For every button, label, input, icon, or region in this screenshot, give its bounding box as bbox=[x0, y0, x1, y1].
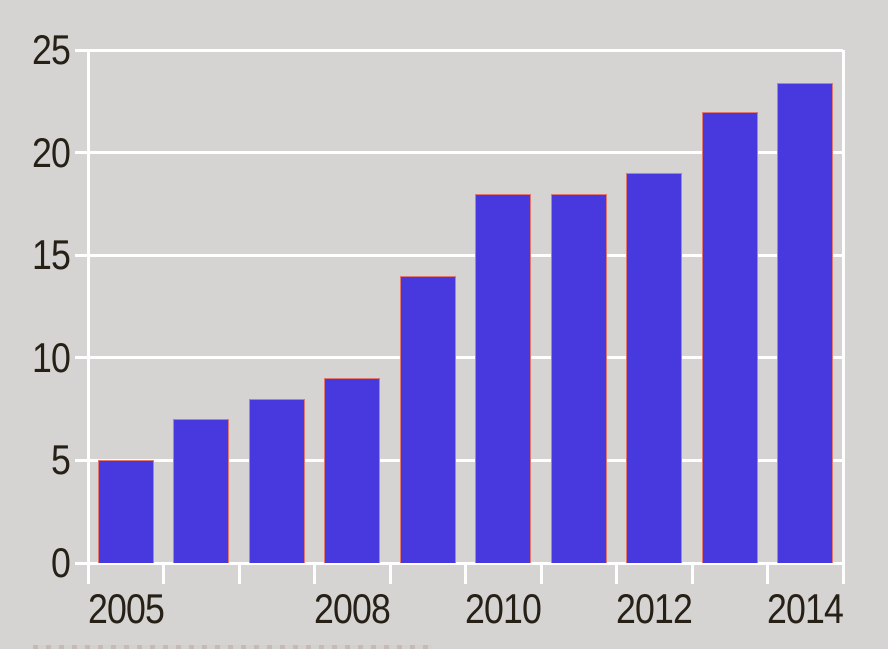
bar bbox=[550, 193, 607, 563]
x-tick-label: 2005 bbox=[87, 585, 165, 632]
bar bbox=[97, 460, 154, 563]
bar bbox=[701, 111, 758, 563]
bar bbox=[248, 398, 305, 563]
bar bbox=[324, 378, 381, 563]
y-tick-label: 20 bbox=[31, 128, 71, 176]
y-gridline bbox=[75, 151, 843, 155]
x-tick-label: 2014 bbox=[767, 585, 844, 632]
y-tick-label: 15 bbox=[31, 231, 71, 279]
y-tick-label: 0 bbox=[50, 539, 71, 586]
right-spine bbox=[841, 50, 845, 563]
y-gridline bbox=[75, 48, 843, 52]
x-tick-mark bbox=[615, 563, 618, 584]
bar bbox=[626, 173, 683, 563]
x-tick-label: 2008 bbox=[314, 585, 391, 632]
bar bbox=[777, 82, 834, 563]
y-axis-spine bbox=[86, 50, 90, 584]
bar bbox=[173, 419, 230, 563]
x-axis-spine bbox=[75, 561, 843, 565]
bar bbox=[399, 275, 456, 563]
x-tick-mark bbox=[539, 563, 543, 584]
y-gridline bbox=[75, 253, 843, 257]
y-tick-label: 10 bbox=[31, 333, 71, 381]
x-tick-mark bbox=[162, 563, 165, 584]
x-tick-mark bbox=[464, 563, 467, 584]
x-tick-mark bbox=[841, 563, 845, 584]
bar bbox=[475, 193, 532, 563]
x-tick-label: 2012 bbox=[616, 585, 693, 632]
y-gridline bbox=[75, 458, 843, 462]
x-tick-mark bbox=[86, 563, 90, 584]
caption-remnant bbox=[33, 645, 433, 649]
y-tick-label: 25 bbox=[31, 26, 71, 73]
x-tick-mark bbox=[690, 563, 694, 584]
x-tick-mark bbox=[388, 563, 392, 584]
x-tick-mark bbox=[766, 563, 769, 584]
y-tick-label: 5 bbox=[50, 436, 71, 484]
y-gridline bbox=[75, 356, 843, 360]
x-tick-mark bbox=[313, 563, 316, 584]
x-tick-mark bbox=[237, 563, 241, 584]
x-tick-label: 2010 bbox=[465, 585, 542, 632]
